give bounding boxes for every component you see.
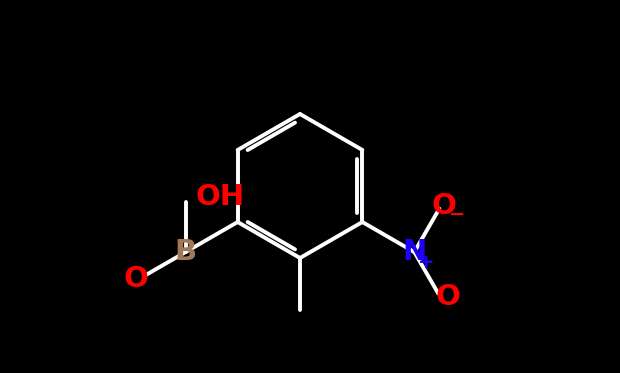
Text: B: B — [175, 238, 197, 266]
Text: O: O — [432, 192, 457, 220]
Text: OH: OH — [196, 183, 245, 211]
Text: N: N — [402, 238, 427, 266]
Text: O: O — [436, 283, 461, 311]
Text: −: − — [449, 205, 466, 224]
Text: +: + — [418, 253, 435, 272]
Text: O: O — [123, 265, 149, 293]
